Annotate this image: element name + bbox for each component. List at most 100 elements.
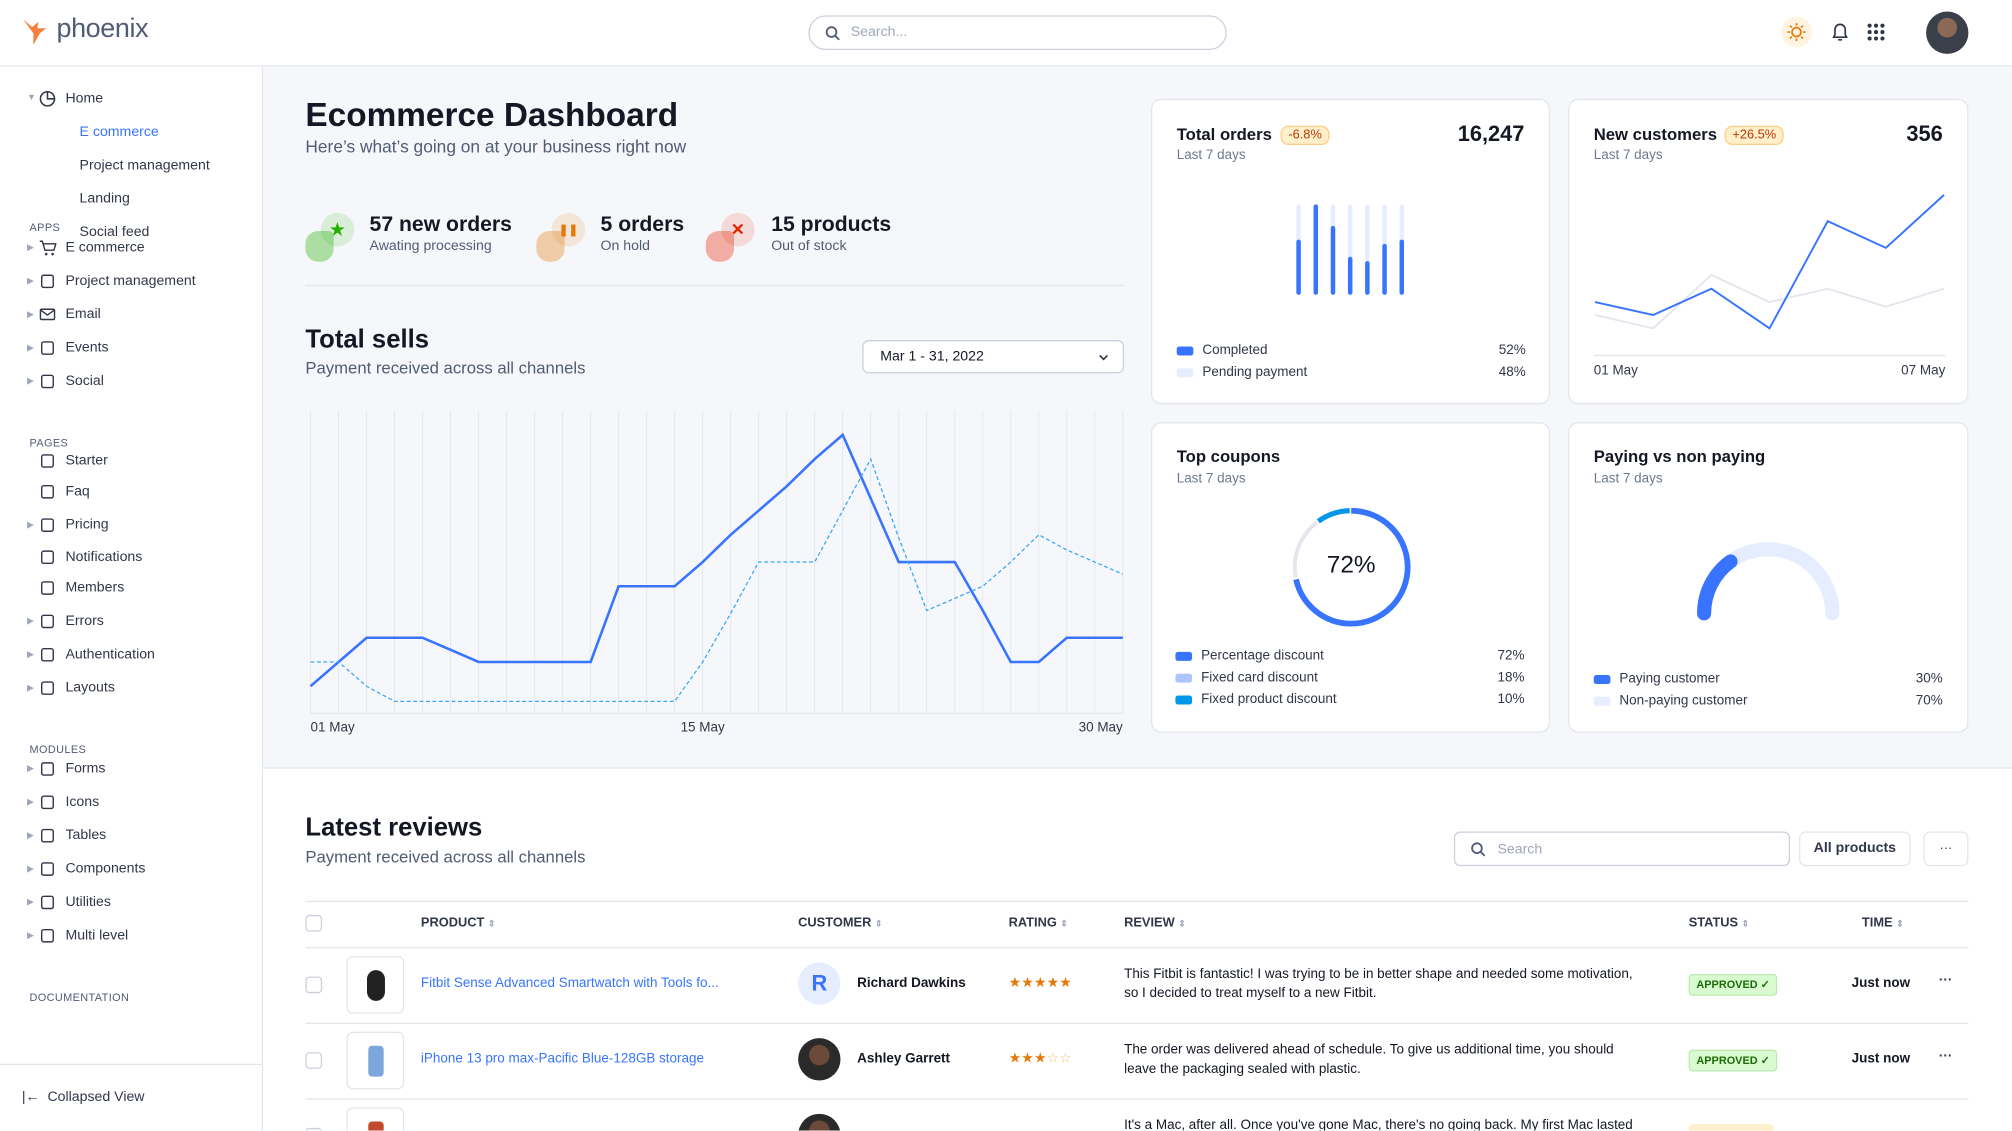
customer-name[interactable]: Richard Dawkins [857,975,966,991]
sidebar-subitem-landing[interactable]: Landing [79,191,130,207]
row-checkbox[interactable] [305,976,323,994]
sort-icon: ⇕ [1896,920,1904,930]
change-badge: +26.5% [1724,125,1784,146]
divider [305,900,1969,903]
sidebar-subitem-project-management[interactable]: Project management [79,157,210,174]
column-header-time[interactable]: TIME ⇕ [1861,916,1904,931]
sidebar-item-notifications[interactable]: Notifications [0,549,257,567]
brand-name[interactable]: phoenix [56,14,149,44]
paying-gauge-chart [1697,542,1840,621]
status-badge: APPROVED ✓ [1688,973,1778,996]
select-all-checkbox[interactable] [305,914,323,932]
sidebar-item-forms[interactable]: ▶ Forms [0,761,257,779]
row-actions-button[interactable]: ··· [1938,1048,1953,1064]
caret-right-icon: ▶ [26,683,34,693]
product-link[interactable]: Fitbit Sense Advanced Smartwatch with To… [420,975,719,991]
sidebar-item-social[interactable]: ▶ Social [0,373,257,391]
sidebar-section-modules: MODULES [29,742,87,756]
top-header: phoenix Search... [0,0,2012,67]
bell-icon[interactable] [1830,22,1851,43]
caret-right-icon: ▶ [26,931,34,941]
reviews-search-input[interactable]: Search [1453,831,1791,867]
sidebar-item-home[interactable]: ▼ Home [0,90,257,109]
stat-value: 5 orders [600,213,685,237]
stat-value: 15 products [771,213,892,237]
card-subtitle: Last 7 days [1593,147,1663,163]
rating-stars: ★★★☆☆ [1009,1050,1072,1066]
column-header-rating[interactable]: RATING ⇕ [1008,916,1068,931]
card-title: Paying vs non paying [1593,446,1766,466]
caret-right-icon: ▶ [26,898,34,908]
search-icon [825,26,840,41]
more-options-button[interactable]: ··· [1923,831,1969,867]
star-filled-icon: ★ [1046,975,1060,991]
review-text: The order was delivered ahead of schedul… [1124,1041,1614,1077]
theme-toggle-button[interactable] [1781,16,1812,48]
column-header-status[interactable]: STATUS ⇕ [1688,916,1750,931]
legend-item: Fixed card discount 18% [1175,670,1524,685]
mail-icon [39,308,56,321]
x-tick-label: 01 May [311,719,355,734]
sidebar-item-errors[interactable]: ▶ Errors [0,613,257,631]
alert-icon [40,614,54,629]
row-actions-button[interactable]: ··· [1938,972,1953,989]
sidebar-item-starter[interactable]: Starter [0,453,257,471]
all-products-button[interactable]: All products [1799,831,1911,867]
product-link[interactable]: iPhone 13 pro max-Pacific Blue-128GB sto… [420,1050,704,1067]
customer-avatar[interactable] [798,1038,841,1081]
product-thumbnail[interactable] [346,1107,405,1131]
row-checkbox[interactable] [305,1052,323,1069]
column-header-customer[interactable]: CUSTOMER ⇕ [798,916,883,931]
caret-right-icon: ▶ [26,520,34,530]
sidebar-item-icons[interactable]: ▶ Icons [0,794,257,812]
sidebar-item-events[interactable]: ▶ Events [0,340,257,358]
sidebar-item-components[interactable]: ▶ Components [0,861,257,879]
product-thumbnail[interactable] [346,1031,405,1090]
sidebar-item-members[interactable]: Members [0,580,257,598]
stat-label: Awating processing [369,238,492,255]
user-avatar[interactable] [1926,11,1969,54]
customer-avatar[interactable] [798,1113,841,1131]
reviews-subtitle: Payment received across all channels [305,846,586,867]
status-badge: APPROVED ✓ [1688,1049,1778,1072]
sidebar-item-email[interactable]: ▶ Email [0,307,257,325]
row-divider [305,1022,1969,1024]
row-checkbox[interactable] [305,1127,323,1131]
sidebar-subitem-social-feed[interactable]: Social feed [79,224,150,240]
sidebar-item-utilities[interactable]: ▶ Utilities [0,894,257,912]
change-badge: -6.8% [1280,125,1330,146]
global-search-input[interactable]: Search... [808,15,1227,51]
collapse-sidebar-button[interactable]: |← Collapsed View [22,1089,145,1104]
sidebar-item-e-commerce[interactable]: ▶ E commerce [0,240,257,258]
sidebar-item-tables[interactable]: ▶ Tables [0,828,257,846]
card-subtitle: Last 7 days [1593,470,1663,487]
x-tick-label: 07 May [1901,363,1945,378]
customer-name[interactable]: Ashley Garrett [857,1050,951,1067]
sidebar-subitem-ecommerce[interactable]: E commerce [79,124,159,140]
phoenix-logo-icon[interactable] [21,17,52,48]
sidebar-item-authentication[interactable]: ▶ Authentication [0,647,257,665]
rating-stars: ★★★★★ [1009,974,1072,991]
customer-avatar[interactable]: R [798,962,841,1005]
column-header-review[interactable]: REVIEW ⇕ [1124,916,1186,931]
card-title: Top coupons [1176,446,1281,466]
stat-label: On hold [600,238,650,255]
apps-grid-icon[interactable] [1867,23,1885,41]
collapse-arrow-icon: |← [21,1089,40,1105]
divider [305,284,1125,287]
date-range-select[interactable]: Mar 1 - 31, 2022 [862,340,1125,374]
star-filled-icon: ★ [1033,975,1047,991]
sidebar-item-project-management[interactable]: ▶ Project management [0,273,257,291]
caret-right-icon: ▶ [26,864,34,874]
users-icon [40,581,54,595]
review-text: This Fitbit is fantastic! I was trying t… [1124,966,1633,1001]
sidebar-item-pricing[interactable]: ▶ Pricing [0,517,257,535]
sidebar-item-layouts[interactable]: ▶ Layouts [0,680,257,698]
sidebar-item-multi-level[interactable]: ▶ Multi level [0,928,257,946]
sidebar-item-faq[interactable]: Faq [0,484,257,502]
product-thumbnail[interactable] [346,955,405,1014]
search-placeholder: Search [1497,841,1543,858]
sidebar-item-label: Starter [65,452,108,469]
sort-icon: ⇕ [487,920,496,930]
column-header-product[interactable]: PRODUCT ⇕ [420,916,496,931]
